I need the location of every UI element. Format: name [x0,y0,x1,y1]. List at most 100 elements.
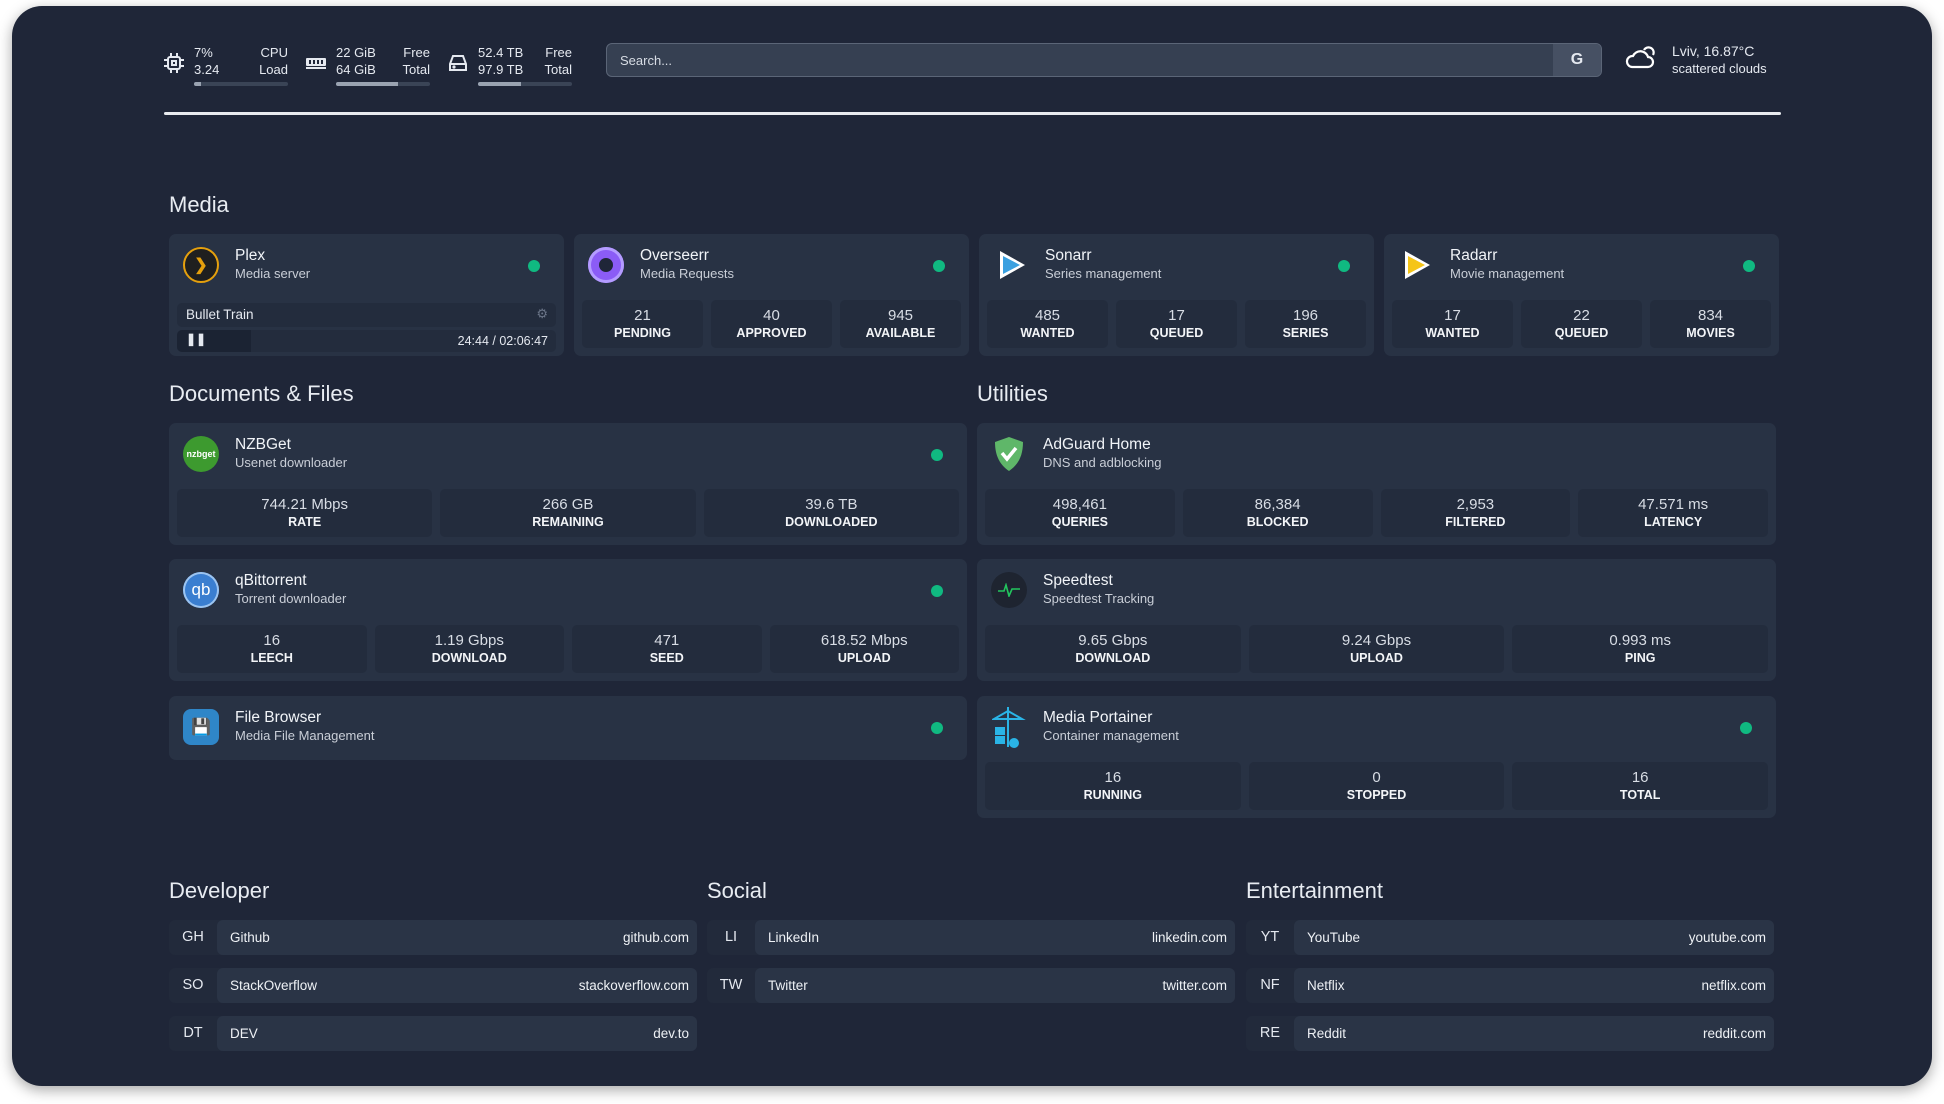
stat-label: BLOCKED [1246,515,1309,529]
stat-value: 9.65 Gbps [1078,632,1148,649]
bookmark-name: Netflix [1307,978,1345,993]
search-input[interactable] [607,44,1553,76]
cpu-label: CPU [260,45,288,60]
stat-value: 40 [763,307,780,324]
stat-value: 618.52 Mbps [820,632,908,649]
bookmark-tw[interactable]: TW Twitter twitter.com [707,968,1235,1003]
service-card-sonarr[interactable]: Sonarr Series management 485 WANTED 17 QUEUE… [979,234,1374,356]
service-description: Media File Management [235,728,375,743]
cloud-icon [1624,44,1658,75]
bookmark-url: twitter.com [1162,978,1227,993]
service-card-portainer[interactable]: Media Portainer Container management 16 RU… [977,696,1776,818]
stat-block: 47.571 ms LATENCY [1578,489,1768,537]
stat-value: 2,953 [1456,496,1495,513]
status-indicator [1743,260,1755,272]
bookmark-url: github.com [622,930,689,945]
bookmark-url: dev.to [653,1026,689,1041]
stat-block: 266 GB REMAINING [440,489,696,537]
service-card-qbittorrent[interactable]: qb qBittorrent Torrent downloader 16 LEECH… [169,559,967,681]
memory-usage-bar [336,82,430,86]
service-card-overseerr[interactable]: Overseerr Media Requests 21 PENDING 40 APPRO… [574,234,969,356]
stat-block: 2,953 FILTERED [1380,489,1571,537]
service-name: Plex [235,247,266,264]
stat-label: QUERIES [1051,515,1108,529]
disk-icon [446,52,470,76]
stat-label: QUEUED [1554,326,1609,340]
stats-row: 17 WANTED 22 QUEUED 834 MOVIES [1392,300,1771,348]
stat-label: DOWNLOAD [1075,651,1151,665]
bookmark-abbr: GH [182,929,204,945]
status-indicator [528,260,540,272]
service-card-speedtest[interactable]: Speedtest Speedtest Tracking 9.65 Gbps DOW… [977,559,1776,681]
stat-block: 9.65 Gbps DOWNLOAD [985,625,1241,673]
service-card-nzbget[interactable]: nzbget NZBGet Usenet downloader 744.21 Mb… [169,423,967,545]
service-card-filebrowser[interactable]: 💾 File Browser Media File Management [169,696,967,760]
stat-label: SEED [649,651,684,665]
speedtest-pulse-icon [991,571,1027,608]
stat-block: 16 RUNNING [985,762,1241,810]
status-indicator [931,585,943,597]
bookmark-yt[interactable]: YT YouTube youtube.com [1246,920,1774,955]
bookmark-abbr: LI [724,929,738,945]
bookmark-url: reddit.com [1702,1026,1766,1041]
bookmark-li[interactable]: LI LinkedIn linkedin.com [707,920,1235,955]
service-name: Speedtest [1043,572,1113,589]
settings-icon[interactable]: ⚙ [536,306,548,321]
stat-label: UPLOAD [837,651,891,665]
memory-widget: 22 GiB Free 64 GiB Total [304,44,430,86]
service-name: NZBGet [235,436,291,453]
stat-block: 17 QUEUED [1116,300,1237,348]
stat-value: 471 [654,632,680,649]
weather-description: scattered clouds [1672,61,1767,76]
service-card-adguard[interactable]: AdGuard Home DNS and adblocking 498,461 QU… [977,423,1776,545]
load-label: Load [259,62,288,77]
stat-value: 945 [887,307,914,324]
stat-label: DOWNLOAD [431,651,507,665]
stat-block: 40 APPROVED [711,300,832,348]
stat-label: DOWNLOADED [785,515,878,529]
search-provider-button[interactable]: G [1553,44,1601,76]
bookmark-abbr: SO [182,977,204,993]
bookmark-dt[interactable]: DT DEV dev.to [169,1016,697,1051]
service-name: Sonarr [1045,247,1092,264]
service-description: Media Requests [640,266,734,281]
stat-block: 471 SEED [572,625,762,673]
bookmark-re[interactable]: RE Reddit reddit.com [1246,1016,1774,1051]
playback-progress: ❚❚ 24:44 / 02:06:47 [177,330,556,352]
stat-value: 196 [1292,307,1319,324]
stat-label: QUEUED [1149,326,1204,340]
stat-label: LEECH [250,651,293,665]
stat-label: RATE [288,515,322,529]
status-indicator [931,722,943,734]
section-title-bookmarks: Developer [169,878,270,903]
stat-value: 744.21 Mbps [261,496,349,513]
header-divider [164,112,1781,115]
bookmark-abbr: NF [1260,977,1280,993]
service-description: Media server [235,266,311,281]
disk-total-label: Total [544,62,572,77]
stat-label: SERIES [1282,326,1329,340]
memory-total-value: 64 GiB [336,62,376,77]
stat-block: 16 LEECH [177,625,367,673]
memory-free-value: 22 GiB [336,45,376,60]
bookmark-so[interactable]: SO StackOverflow stackoverflow.com [169,968,697,1003]
stat-value: 39.6 TB [805,496,858,513]
dashboard-window: 7% CPU 3.24 Load 22 GiB Free 64 GiB Total 52… [12,6,1932,1086]
stats-row: 21 PENDING 40 APPROVED 945 AVAILABLE [582,300,961,348]
sonarr-icon [993,247,1029,283]
service-card-radarr[interactable]: Radarr Movie management 17 WANTED 22 QUEUED 8… [1384,234,1779,356]
section-title-documents: Documents & Files [169,381,354,406]
bookmark-gh[interactable]: GH Github github.com [169,920,697,955]
disk-widget: 52.4 TB Free 97.9 TB Total [446,44,572,86]
pause-icon[interactable]: ❚❚ [186,332,207,346]
stat-label: TOTAL [1619,788,1661,802]
stat-block: 498,461 QUERIES [985,489,1175,537]
service-card-plex[interactable]: ❯ Plex Media server Bullet Train ⚙ ❚❚ 24:… [169,234,564,356]
stat-block: 22 QUEUED [1521,300,1642,348]
bookmark-nf[interactable]: NF Netflix netflix.com [1246,968,1774,1003]
stat-block: 834 MOVIES [1650,300,1771,348]
stats-row: 16 LEECH 1.19 Gbps DOWNLOAD 471 SEED 618.52 Mb… [177,625,959,673]
section-title-bookmarks: Entertainment [1246,878,1383,903]
disk-total-value: 97.9 TB [478,62,524,77]
bookmark-url: linkedin.com [1151,930,1227,945]
